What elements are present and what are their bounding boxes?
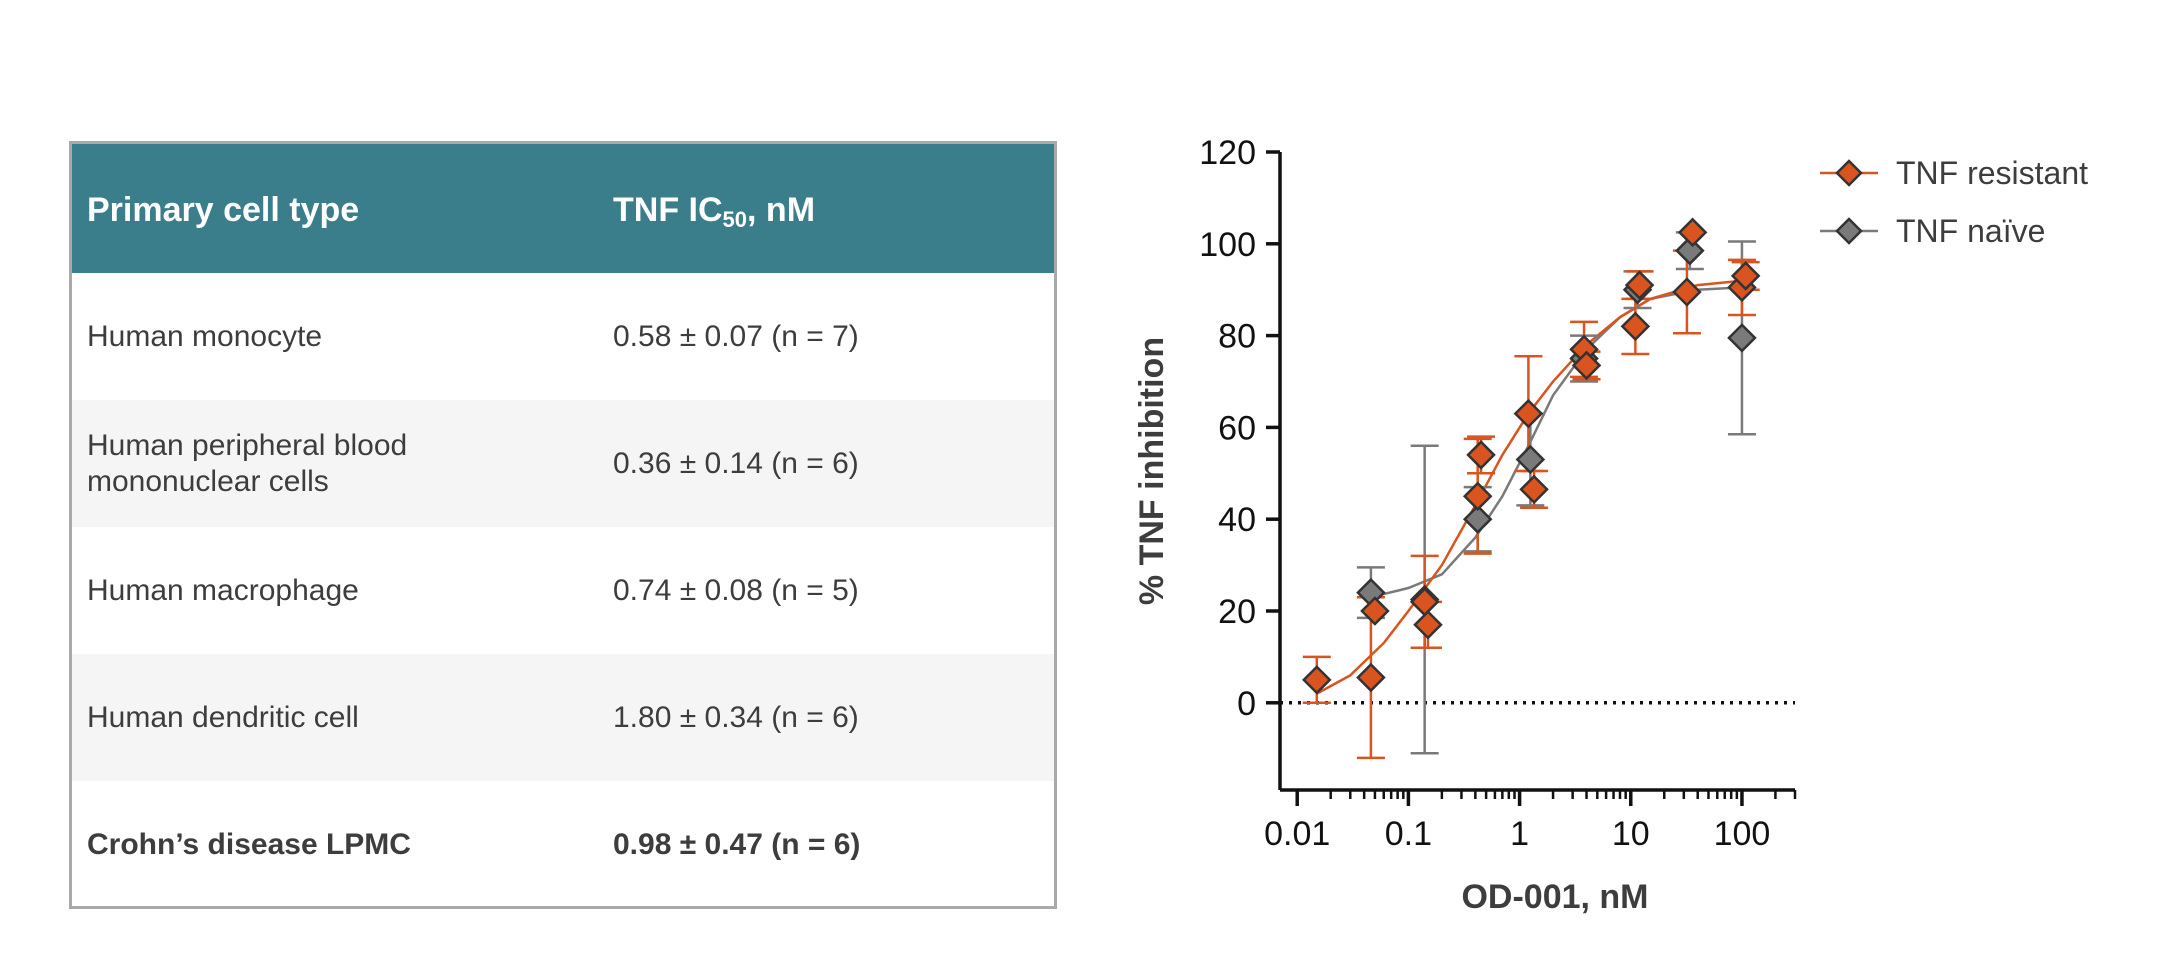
data-point-naive	[1727, 323, 1757, 353]
table-header: Primary cell type TNF IC50, nM	[72, 144, 1054, 273]
y-tick-label: 20	[1218, 593, 1256, 631]
data-point-resistant	[1571, 350, 1602, 381]
data-point-resistant	[1360, 596, 1390, 626]
cell-type: Crohn’s disease LPMC	[87, 827, 411, 861]
data-point-resistant	[1409, 587, 1440, 617]
header-ic50: TNF IC50, nM	[613, 191, 815, 233]
legend-label: TNF naïve	[1896, 213, 2045, 249]
cell-type: Human dendritic cell	[87, 700, 359, 734]
fit-curve-resistant	[1316, 279, 1745, 695]
legend-label: TNF resistant	[1896, 155, 2088, 191]
data-point-resistant	[1624, 270, 1655, 300]
x-tick-label: 0.01	[1264, 815, 1330, 853]
cell-value: 0.98 ± 0.47 (n = 6)	[613, 827, 861, 861]
table-row: Human dendritic cell 1.80 ± 0.34 (n = 6)	[72, 654, 1054, 781]
table-row: Crohn’s disease LPMC 0.98 ± 0.47 (n = 6)	[72, 781, 1054, 908]
table-row: Human monocyte 0.58 ± 0.07 (n = 7)	[72, 273, 1054, 400]
x-tick-label: 1	[1510, 815, 1529, 853]
x-axis-label: OD-001, nM	[1461, 878, 1648, 916]
cell-type: Human macrophage	[87, 573, 359, 607]
data-point-resistant	[1466, 440, 1496, 470]
data-point-resistant	[1730, 261, 1761, 291]
cell-value: 0.36 ± 0.14 (n = 6)	[613, 446, 859, 480]
table-row: Human peripheral blood mononuclear cells…	[72, 400, 1054, 527]
legend-marker	[1835, 217, 1863, 245]
data-point-resistant	[1519, 474, 1549, 505]
ic50-table: Primary cell type TNF IC50, nM Human mon…	[69, 141, 1057, 909]
legend-item-naive: TNF naïve	[1820, 213, 2045, 249]
data-point-resistant	[1677, 217, 1708, 248]
data-point-resistant	[1302, 665, 1332, 695]
header-cell-type: Primary cell type	[87, 191, 360, 229]
fit-curves	[1316, 279, 1745, 695]
axes: 0 20 40 60 80 100 120 0.01 0.1 1 10 100	[1199, 134, 1797, 853]
data-point-resistant	[1356, 662, 1386, 693]
dose-response-chart: 0 20 40 60 80 100 120 0.01 0.1 1 10 100 % TNF inhib…	[1133, 134, 2088, 916]
cell-value: 0.74 ± 0.08 (n = 5)	[613, 573, 859, 607]
data-point-naive	[1675, 235, 1705, 266]
data-point-naive	[1462, 504, 1493, 534]
x-tick-label: 10	[1612, 815, 1650, 853]
cell-value: 1.80 ± 0.34 (n = 6)	[613, 700, 859, 734]
legend: TNF resistant TNF naïve	[1820, 155, 2088, 249]
legend-item-resistant: TNF resistant	[1820, 155, 2088, 191]
data-point-resistant	[1462, 481, 1493, 512]
y-tick-label: 40	[1218, 501, 1256, 539]
x-tick-label: 100	[1714, 815, 1771, 853]
y-tick-label: 80	[1218, 318, 1256, 356]
header-ic50-main: TNF IC	[613, 191, 723, 229]
data-point-naive	[1515, 444, 1546, 475]
data-points	[1302, 217, 1761, 695]
data-point-resistant	[1620, 311, 1651, 342]
y-tick-label: 0	[1237, 685, 1256, 723]
data-point-resistant	[1413, 609, 1443, 640]
cell-type: Human peripheral blood mononuclear cells	[87, 428, 408, 498]
data-point-resistant	[1513, 398, 1544, 429]
x-tick-label: 0.1	[1385, 815, 1432, 853]
y-tick-label: 100	[1199, 226, 1256, 264]
y-tick-label: 120	[1199, 134, 1256, 172]
table-row: Human macrophage 0.74 ± 0.08 (n = 5)	[72, 527, 1054, 654]
cell-value: 0.58 ± 0.07 (n = 7)	[613, 319, 859, 353]
header-ic50-sub: 50	[722, 207, 748, 232]
y-axis-label: % TNF inhibition	[1133, 337, 1171, 605]
header-ic50-unit: , nM	[747, 191, 816, 229]
legend-marker	[1835, 159, 1863, 187]
data-point-resistant	[1672, 277, 1702, 307]
cell-type: Human monocyte	[87, 319, 323, 353]
y-tick-label: 60	[1218, 409, 1256, 447]
